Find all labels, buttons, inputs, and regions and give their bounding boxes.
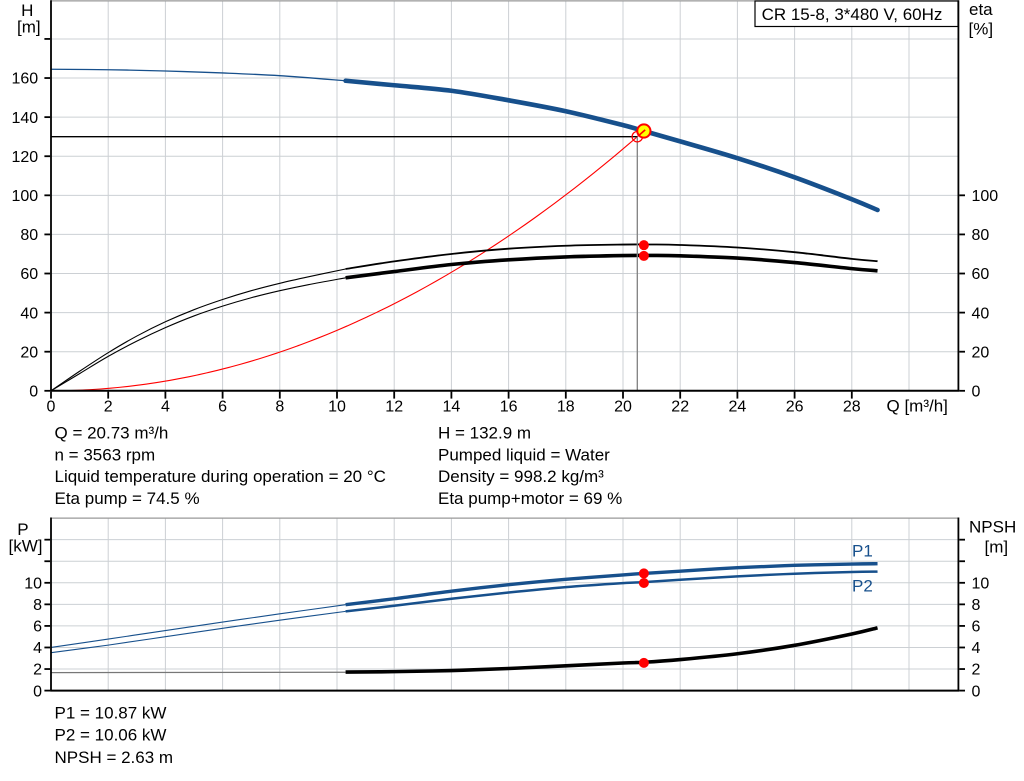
svg-text:20: 20	[972, 344, 990, 361]
svg-text:P: P	[17, 520, 28, 539]
svg-text:H: H	[21, 1, 33, 20]
svg-text:Q [m³/h]: Q [m³/h]	[887, 397, 948, 416]
svg-text:4: 4	[33, 640, 42, 657]
svg-text:Q = 20.73 m³/h: Q = 20.73 m³/h	[55, 423, 169, 442]
svg-text:8: 8	[275, 399, 284, 416]
svg-text:0: 0	[29, 384, 38, 401]
svg-text:160: 160	[11, 71, 38, 88]
svg-text:Eta pump+motor = 69 %: Eta pump+motor = 69 %	[438, 489, 622, 508]
svg-text:P1 = 10.87 kW: P1 = 10.87 kW	[55, 703, 167, 722]
svg-text:40: 40	[20, 305, 38, 322]
svg-text:10: 10	[972, 576, 990, 593]
svg-text:4: 4	[161, 399, 170, 416]
svg-text:Pumped liquid = Water: Pumped liquid = Water	[438, 445, 610, 464]
svg-text:8: 8	[33, 597, 42, 614]
svg-text:8: 8	[972, 597, 981, 614]
svg-text:eta: eta	[969, 0, 993, 19]
svg-text:[%]: [%]	[969, 20, 994, 39]
svg-text:Liquid temperature during oper: Liquid temperature during operation = 20…	[55, 467, 386, 486]
svg-text:24: 24	[729, 399, 747, 416]
svg-text:100: 100	[972, 188, 999, 205]
svg-text:0: 0	[972, 683, 981, 700]
svg-text:60: 60	[972, 266, 990, 283]
svg-text:4: 4	[972, 640, 981, 657]
svg-text:6: 6	[218, 399, 227, 416]
svg-text:14: 14	[443, 399, 461, 416]
svg-text:0: 0	[972, 384, 981, 401]
svg-text:2: 2	[972, 662, 981, 679]
svg-text:60: 60	[20, 266, 38, 283]
svg-text:10: 10	[24, 576, 42, 593]
svg-text:CR 15-8, 3*480 V, 60Hz: CR 15-8, 3*480 V, 60Hz	[762, 5, 943, 24]
svg-text:26: 26	[786, 399, 804, 416]
svg-text:22: 22	[671, 399, 689, 416]
svg-text:80: 80	[20, 227, 38, 244]
svg-text:[m]: [m]	[985, 538, 1009, 557]
svg-text:NPSH = 2.63 m: NPSH = 2.63 m	[55, 748, 174, 767]
svg-text:10: 10	[328, 399, 346, 416]
svg-text:2: 2	[33, 662, 42, 679]
svg-text:120: 120	[11, 149, 38, 166]
svg-text:H = 132.9 m: H = 132.9 m	[438, 423, 531, 442]
svg-text:140: 140	[11, 110, 38, 127]
svg-text:28: 28	[843, 399, 861, 416]
svg-text:NPSH: NPSH	[969, 518, 1016, 537]
svg-text:[m]: [m]	[17, 18, 41, 37]
svg-text:6: 6	[33, 619, 42, 636]
svg-text:40: 40	[972, 305, 990, 322]
svg-text:0: 0	[47, 399, 56, 416]
svg-text:Density = 998.2 kg/m³: Density = 998.2 kg/m³	[438, 467, 604, 486]
svg-text:80: 80	[972, 227, 990, 244]
svg-text:20: 20	[614, 399, 632, 416]
svg-text:12: 12	[385, 399, 403, 416]
svg-text:16: 16	[500, 399, 518, 416]
svg-text:n = 3563 rpm: n = 3563 rpm	[55, 445, 156, 464]
svg-text:2: 2	[104, 399, 113, 416]
svg-text:6: 6	[972, 619, 981, 636]
svg-text:0: 0	[33, 683, 42, 700]
svg-text:P2: P2	[852, 577, 873, 596]
svg-text:[kW]: [kW]	[9, 537, 43, 556]
svg-text:P2 = 10.06 kW: P2 = 10.06 kW	[55, 726, 167, 745]
svg-text:18: 18	[557, 399, 575, 416]
svg-text:100: 100	[11, 188, 38, 205]
svg-text:P1: P1	[852, 542, 873, 561]
svg-text:20: 20	[20, 344, 38, 361]
svg-text:Eta pump = 74.5 %: Eta pump = 74.5 %	[55, 489, 200, 508]
